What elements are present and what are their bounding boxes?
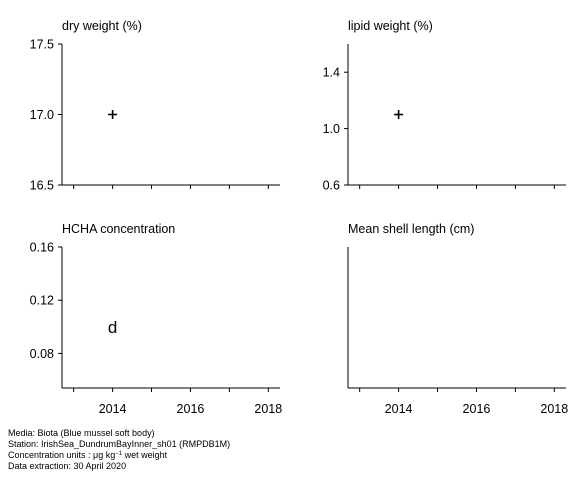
x-tick-label: 2018 xyxy=(254,402,282,416)
panel-1: dry weight (%) 16.5 17.0 17.5 xyxy=(30,19,280,193)
panel-title: lipid weight (%) xyxy=(348,19,433,33)
panel-2: lipid weight (%) 0.6 1.0 1.4 xyxy=(323,19,566,193)
y-tick-label: 17.5 xyxy=(30,38,54,52)
x-tick-label: 2014 xyxy=(385,402,413,416)
panel-title: HCHA concentration xyxy=(62,222,175,236)
data-point xyxy=(108,110,118,119)
x-tick-label: 2018 xyxy=(540,402,568,416)
data-point xyxy=(394,110,404,119)
footer-extraction: Data extraction: 30 April 2020 xyxy=(8,460,127,471)
y-tick-label: 0.12 xyxy=(30,294,54,308)
footer-media: Media: Biota (Blue mussel soft body) xyxy=(8,428,155,438)
x-tick-label: 2016 xyxy=(177,402,205,416)
y-tick-label: 0.6 xyxy=(323,179,340,193)
footer-station: Station: IrishSea_DundrumBayInner_sh01 (… xyxy=(8,438,231,449)
figure-footer: Media: Biota (Blue mussel soft body) Sta… xyxy=(8,428,230,471)
panel-title: Mean shell length (cm) xyxy=(348,222,474,236)
panel-title: dry weight (%) xyxy=(62,19,142,33)
footer-units: Concentration units : μg kg−1 wet weight xyxy=(8,450,168,461)
y-tick-label: 1.0 xyxy=(323,122,340,136)
x-tick-label: 2016 xyxy=(463,402,491,416)
panel-3: HCHA concentration 2014 2016 2018 0.08 0.12 0.… xyxy=(30,222,283,416)
x-tick-label: 2014 xyxy=(99,402,127,416)
y-tick-label: 0.16 xyxy=(30,241,54,255)
y-tick-label: 17.0 xyxy=(30,108,54,122)
data-point: d xyxy=(108,318,117,337)
panel-4: Mean shell length (cm) 2014 2016 2018 xyxy=(347,222,568,416)
y-tick-label: 1.4 xyxy=(323,66,340,80)
y-tick-label: 0.08 xyxy=(30,347,54,361)
y-tick-label: 16.5 xyxy=(30,179,54,193)
